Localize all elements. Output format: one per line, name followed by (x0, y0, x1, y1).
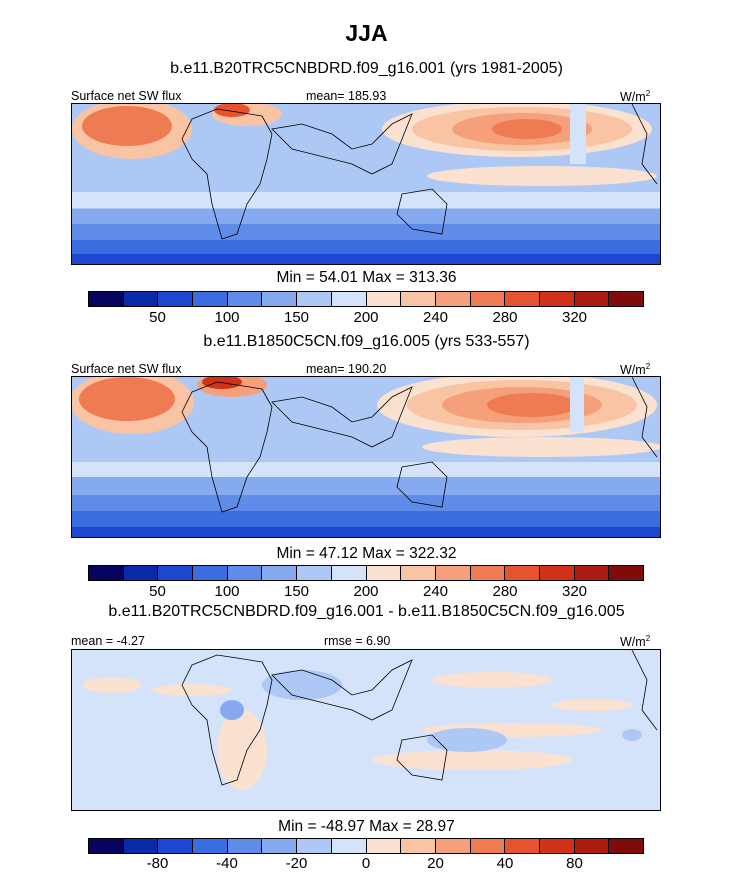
panel1-tick: 280 (492, 309, 518, 326)
panel2-map (71, 376, 661, 538)
panel2-tick: 100 (214, 583, 240, 600)
panel2-left-label: Surface net SW flux (71, 362, 182, 376)
panel3-mean-label: mean = -4.27 (71, 634, 146, 648)
panel3-colorbar-cell (297, 839, 332, 853)
panel3-tick: -80 (146, 855, 169, 872)
panel1-tick: 320 (561, 309, 588, 326)
panel3-colorbar (88, 838, 644, 854)
panel2-tick: 280 (492, 583, 518, 600)
panel1-colorbar-cell (262, 292, 298, 306)
panel3-colorbar-cell (435, 839, 471, 853)
panel3-rmse-label: rmse = 6.90 (324, 634, 391, 648)
panel1-colorbar-cell (331, 292, 367, 306)
panel3-colorbar-cell (193, 839, 228, 853)
panel1-colorbar-cell (401, 292, 436, 306)
panel1-colorbar-cell (123, 292, 159, 306)
panel3-colorbar-cell (366, 839, 402, 853)
panel2-colorbar-cell (366, 566, 402, 580)
panel2-colorbar-cell (401, 566, 436, 580)
panel1-colorbar (88, 291, 644, 307)
panel3-tick: 20 (427, 855, 444, 872)
panel3-colorbar-ticks: -80 -40 -20 0 20 40 80 (88, 855, 644, 875)
panel1-unit-label: W/m2 (620, 89, 651, 105)
panel2-colorbar-cell (262, 566, 298, 580)
panel2-minmax: Min = 47.12 Max = 322.32 (276, 545, 457, 562)
panel3-tick: -40 (216, 855, 238, 872)
panel2-colorbar-cell (574, 566, 610, 580)
panel3-colorbar-cell (123, 839, 159, 853)
panel2-mean-label: mean= 190.20 (306, 362, 387, 376)
panel3-colorbar-cell (262, 839, 298, 853)
panel1-tick: 240 (422, 309, 449, 326)
panel2-colorbar-cell (435, 566, 471, 580)
panel3-colorbar-cell (158, 839, 194, 853)
panel1-colorbar-cell (366, 292, 402, 306)
panel1-colorbar-cell (470, 292, 506, 306)
panel2-colorbar-cell (158, 566, 194, 580)
panel2-colorbar-cell (505, 566, 540, 580)
panel1-colorbar-cell (539, 292, 575, 306)
panel2-colorbar-cell (470, 566, 506, 580)
panel1-colorbar-cell (227, 292, 263, 306)
panel3-colorbar-cell (89, 839, 124, 853)
panel2-tick: 240 (422, 583, 449, 600)
panel2-colorbar-cell (89, 566, 124, 580)
panel1-colorbar-cell (505, 292, 540, 306)
panel3-subtitle: b.e11.B20TRC5CNBDRD.f09_g16.001 - b.e11.… (108, 603, 625, 620)
panel1-colorbar-cell (193, 292, 228, 306)
panel1-colorbar-cell (435, 292, 471, 306)
panel2-unit-label: W/m2 (620, 362, 651, 378)
panel2-tick: 150 (283, 583, 310, 600)
panel3-colorbar-cell (609, 839, 643, 853)
panel3-minmax: Min = -48.97 Max = 28.97 (278, 818, 455, 835)
panel1-map (71, 103, 661, 265)
panel1-tick: 150 (283, 309, 310, 326)
panel1-colorbar-cell (574, 292, 610, 306)
panel1-colorbar-cell (609, 292, 643, 306)
panel1-left-label: Surface net SW flux (71, 89, 182, 103)
panel3-colorbar-cell (574, 839, 610, 853)
panel3-tick: 40 (496, 855, 514, 872)
panel2-colorbar (88, 565, 644, 581)
panel1-mean-label: mean= 185.93 (306, 89, 387, 103)
panel1-subtitle: b.e11.B20TRC5CNBDRD.f09_g16.001 (yrs 198… (170, 60, 563, 77)
panel1-minmax: Min = 54.01 Max = 313.36 (276, 269, 457, 286)
panel3-map (71, 649, 661, 811)
panel3-unit-label: W/m2 (620, 634, 651, 650)
panel1-colorbar-cell (158, 292, 194, 306)
panel3-tick: 80 (566, 855, 583, 872)
panel1-colorbar-cell (89, 292, 124, 306)
panel2-tick: 320 (561, 583, 588, 600)
panel3-tick: 0 (361, 855, 371, 872)
panel2-subtitle: b.e11.B1850C5CN.f09_g16.005 (yrs 533-557… (203, 333, 530, 350)
panel2-tick: 200 (353, 583, 379, 600)
panel3-colorbar-cell (401, 839, 436, 853)
panel1-colorbar-ticks: 50 100 150 200 240 280 320 (88, 309, 644, 329)
panel2-colorbar-cell (193, 566, 228, 580)
panel2-colorbar-cell (331, 566, 367, 580)
panel3-colorbar-cell (227, 839, 263, 853)
panel2-colorbar-cell (297, 566, 332, 580)
panel3-colorbar-cell (539, 839, 575, 853)
panel3-colorbar-cell (470, 839, 506, 853)
panel2-colorbar-ticks: 50 100 150 200 240 280 320 (88, 583, 644, 603)
panel3-tick: -20 (285, 855, 308, 872)
panel1-tick: 200 (353, 309, 379, 326)
panel2-colorbar-cell (227, 566, 263, 580)
panel1-tick: 100 (214, 309, 240, 326)
panel2-colorbar-cell (123, 566, 159, 580)
figure-title: JJA (345, 20, 388, 46)
panel3-colorbar-cell (331, 839, 367, 853)
panel1-colorbar-cell (297, 292, 332, 306)
panel1-tick: 50 (149, 309, 166, 326)
panel2-colorbar-cell (539, 566, 575, 580)
panel2-tick: 50 (149, 583, 166, 600)
panel3-colorbar-cell (505, 839, 540, 853)
panel2-colorbar-cell (609, 566, 643, 580)
